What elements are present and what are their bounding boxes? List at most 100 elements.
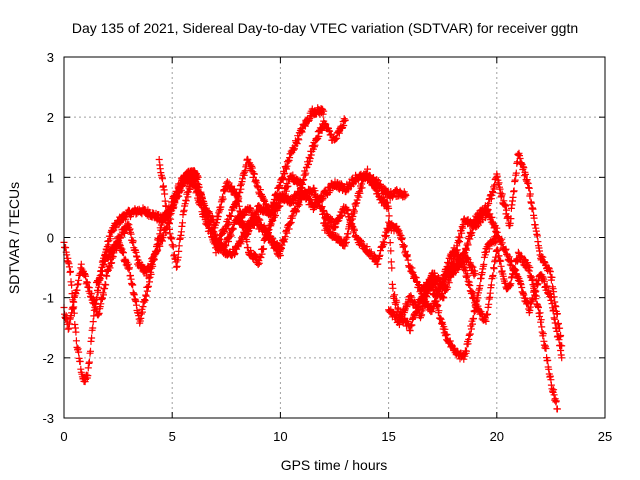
data-point: [89, 318, 97, 326]
data-point: [179, 219, 186, 227]
x-tick-label: 25: [598, 429, 612, 444]
data-point: [289, 171, 297, 179]
data-point: [159, 175, 166, 183]
y-tick-label: 2: [47, 110, 54, 125]
data-point: [186, 185, 194, 193]
data-point: [76, 358, 84, 365]
data-point: [520, 164, 528, 172]
data-point: [147, 270, 155, 278]
data-point: [458, 229, 466, 237]
data-point: [270, 213, 278, 221]
data-point: [440, 294, 448, 302]
y-tick-label: -1: [42, 291, 54, 306]
data-point: [542, 345, 550, 352]
y-tick-label: 0: [47, 231, 54, 246]
data-point: [391, 291, 399, 299]
data-point: [182, 197, 190, 205]
data-point: [318, 203, 326, 211]
data-point: [387, 258, 395, 266]
data-point: [70, 298, 78, 306]
data-point: [386, 239, 394, 247]
data-point: [471, 218, 479, 226]
data-point: [526, 190, 534, 198]
data-point: [168, 235, 176, 243]
data-point: [356, 189, 364, 197]
data-point: [546, 290, 554, 298]
data-point: [287, 219, 295, 226]
data-point: [142, 292, 150, 300]
data-point: [536, 309, 544, 317]
data-point: [543, 282, 551, 290]
data-point: [464, 241, 472, 249]
data-point: [320, 107, 328, 115]
data-point: [120, 249, 127, 257]
data-point: [547, 294, 555, 301]
data-point: [537, 316, 545, 324]
axis-ticks: [63, 56, 606, 419]
y-tick-label: 3: [47, 50, 54, 65]
data-point: [484, 310, 492, 318]
data-point: [223, 178, 231, 186]
data-point: [82, 272, 90, 280]
data-point: [485, 245, 493, 253]
data-point: [529, 295, 537, 303]
series-sat-e: [212, 170, 410, 257]
x-tick-label: 0: [60, 429, 67, 444]
data-point: [482, 317, 490, 325]
data-point: [380, 239, 388, 247]
data-point: [466, 330, 474, 338]
data-point: [98, 267, 106, 275]
data-point: [243, 238, 251, 246]
y-tick-label: -2: [42, 351, 54, 366]
data-point: [96, 272, 104, 280]
data-point: [161, 190, 169, 198]
data-point: [97, 271, 105, 279]
data-point: [456, 234, 464, 242]
data-point: [255, 259, 263, 267]
data-point: [470, 315, 477, 322]
data-point: [445, 279, 453, 287]
data-point: [503, 206, 510, 214]
data-point: [476, 282, 484, 290]
data-point: [358, 184, 366, 192]
data-point: [544, 356, 552, 364]
data-point: [487, 281, 495, 289]
x-axis-label: GPS time / hours: [281, 457, 388, 473]
data-point: [468, 288, 476, 296]
data-point: [386, 221, 394, 229]
data-point: [532, 287, 540, 295]
series-sat-j: [450, 202, 566, 362]
data-point: [533, 230, 541, 238]
data-point: [116, 241, 124, 249]
data-point: [219, 195, 227, 203]
data-point: [367, 175, 375, 183]
data-point: [434, 301, 442, 309]
data-point: [363, 243, 371, 251]
data-point: [393, 298, 401, 306]
data-point: [230, 185, 238, 193]
data-point: [351, 207, 358, 215]
data-point: [351, 226, 358, 234]
data-point: [237, 240, 245, 248]
data-point: [513, 271, 521, 279]
data-point: [553, 310, 561, 318]
data-point: [498, 190, 506, 198]
data-point: [69, 305, 77, 313]
data-point: [174, 253, 182, 261]
series-sat-i: [417, 244, 561, 413]
data-point: [107, 235, 114, 243]
data-point: [129, 281, 137, 289]
data-point: [162, 202, 170, 210]
data-point: [467, 325, 475, 333]
data-point: [526, 264, 534, 271]
data-point: [106, 264, 114, 272]
data-point: [87, 347, 94, 355]
data-point: [446, 337, 454, 345]
data-point: [279, 175, 287, 183]
data-point: [490, 265, 498, 273]
chart-title: Day 135 of 2021, Sidereal Day-to-day VTE…: [72, 20, 578, 36]
data-point: [510, 187, 518, 195]
data-point: [546, 293, 554, 301]
data-point: [295, 201, 303, 209]
